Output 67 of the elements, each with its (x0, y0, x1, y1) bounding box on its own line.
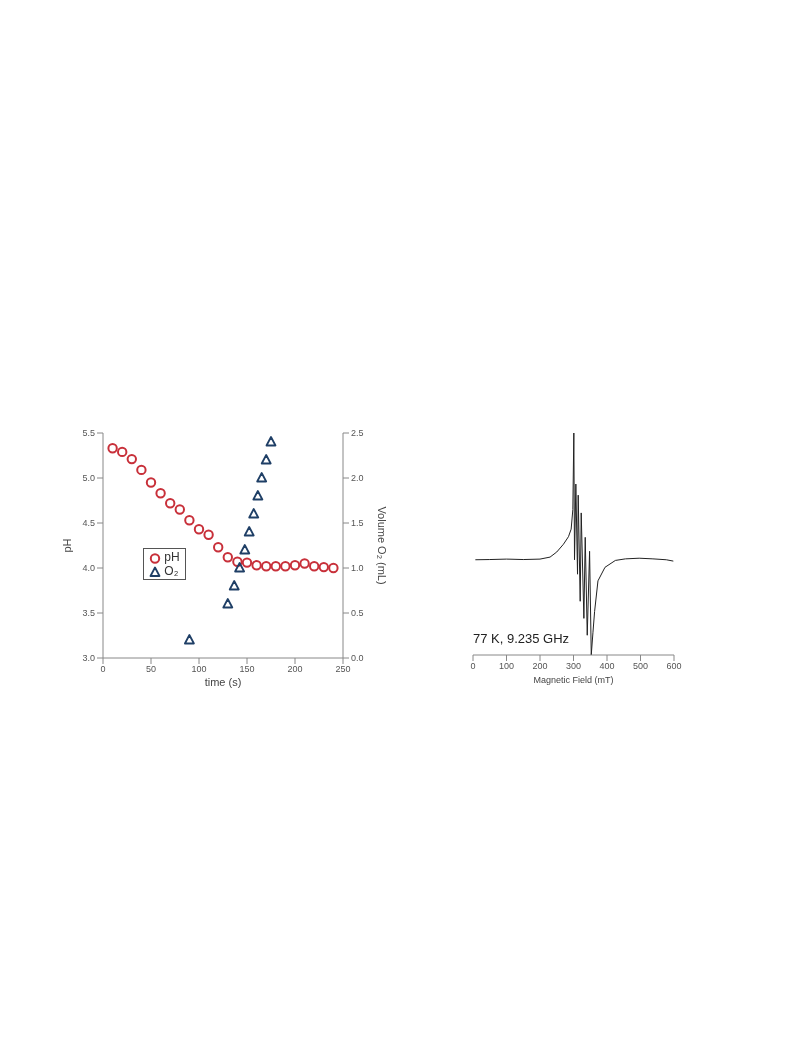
point (260, 454, 272, 465)
point (165, 498, 176, 509)
x-tick-label: 100 (498, 661, 515, 672)
annotation: 77 K, 9.235 GHz (473, 631, 570, 646)
point (239, 544, 251, 555)
point (136, 464, 147, 476)
point (222, 598, 234, 609)
point (318, 561, 329, 573)
point (309, 561, 320, 572)
point (251, 560, 262, 571)
y-tick-label: 5.5 (82, 428, 95, 439)
x-tick-label: 600 (666, 661, 682, 672)
y2-axis-title: Volume O₂ (mL) (376, 506, 389, 585)
point (228, 580, 240, 591)
point (241, 557, 253, 568)
point (256, 472, 268, 483)
point (328, 562, 339, 574)
point (299, 558, 310, 569)
point (213, 542, 224, 553)
x-axis-title: Magnetic Field (mT) (533, 675, 614, 685)
point (289, 560, 301, 571)
legend-label: O₂ (164, 564, 179, 578)
y2-tick-label: 0.0 (351, 653, 364, 664)
y-tick-label: 3.0 (82, 653, 95, 664)
point (145, 477, 157, 488)
x-tick-label: 300 (565, 661, 582, 672)
point (155, 488, 166, 499)
point (222, 552, 233, 563)
point (261, 561, 272, 572)
y2-tick-label: 2.5 (351, 428, 364, 439)
point (184, 634, 195, 645)
y-tick-label: 4.5 (82, 518, 95, 529)
point (193, 524, 205, 535)
x-tick-label: 0 (100, 664, 106, 675)
point (243, 526, 255, 537)
point (265, 436, 277, 447)
x-tick-label: 0 (470, 661, 476, 672)
point (117, 446, 128, 458)
y-axis-title: pH (60, 538, 73, 553)
y2-tick-label: 1.5 (351, 518, 364, 529)
x-tick-label: 200 (532, 661, 548, 672)
point (203, 529, 214, 540)
x-tick-label: 500 (632, 661, 649, 672)
y-tick-label: 3.5 (82, 608, 95, 619)
x-axis-title: time (s) (204, 676, 242, 688)
point (232, 556, 243, 567)
point (270, 561, 281, 572)
point (234, 562, 246, 573)
legend-label: pH (164, 550, 180, 564)
point (174, 504, 185, 515)
point (280, 561, 291, 572)
y2-tick-label: 0.5 (351, 608, 364, 619)
x-tick-label: 100 (191, 664, 207, 675)
point (184, 515, 195, 526)
y2-tick-label: 2.0 (351, 473, 364, 484)
point (252, 490, 264, 501)
x-tick-label: 50 (145, 664, 157, 675)
x-tick-label: 150 (239, 664, 255, 675)
point (107, 443, 118, 454)
x-tick-label: 250 (335, 664, 351, 675)
x-tick-label: 200 (287, 664, 303, 675)
point (126, 453, 137, 465)
y-tick-label: 4.0 (82, 563, 95, 574)
point (248, 508, 260, 519)
y2-tick-label: 1.0 (351, 563, 364, 574)
y-tick-label: 5.0 (82, 473, 95, 484)
x-tick-label: 400 (599, 661, 615, 672)
